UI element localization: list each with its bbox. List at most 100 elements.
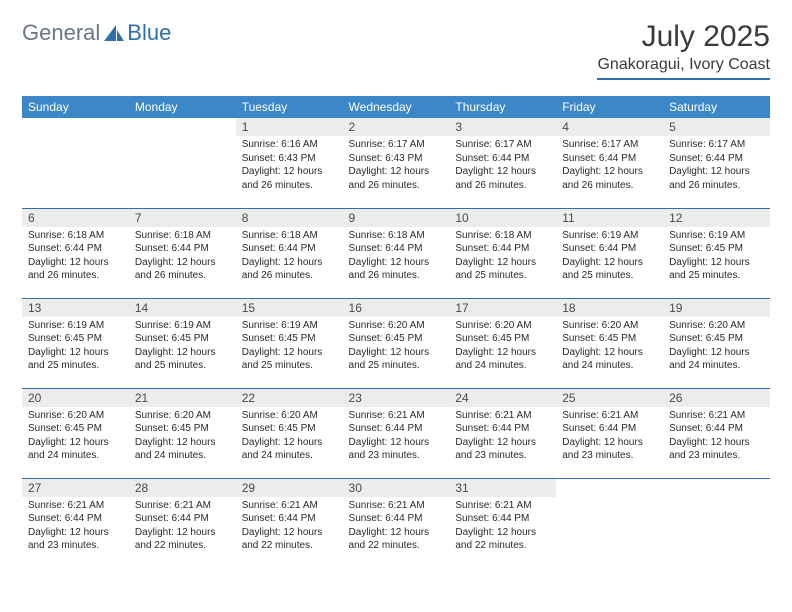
day-details: Sunrise: 6:20 AMSunset: 6:45 PMDaylight:… — [236, 407, 343, 469]
logo-text-blue: Blue — [127, 20, 171, 46]
weekday-header: Tuesday — [236, 96, 343, 118]
day-number: 28 — [129, 479, 236, 497]
day-number: 22 — [236, 389, 343, 407]
calendar-cell: 7Sunrise: 6:18 AMSunset: 6:44 PMDaylight… — [129, 208, 236, 298]
calendar-cell: 3Sunrise: 6:17 AMSunset: 6:44 PMDaylight… — [449, 118, 556, 208]
day-number: 19 — [663, 299, 770, 317]
day-number: 5 — [663, 118, 770, 136]
day-number: 16 — [343, 299, 450, 317]
day-details: Sunrise: 6:19 AMSunset: 6:45 PMDaylight:… — [663, 227, 770, 289]
day-details: Sunrise: 6:21 AMSunset: 6:44 PMDaylight:… — [449, 407, 556, 469]
calendar-cell: .. — [556, 478, 663, 568]
calendar-cell: 13Sunrise: 6:19 AMSunset: 6:45 PMDayligh… — [22, 298, 129, 388]
calendar-cell: 12Sunrise: 6:19 AMSunset: 6:45 PMDayligh… — [663, 208, 770, 298]
day-number: 14 — [129, 299, 236, 317]
day-details: Sunrise: 6:18 AMSunset: 6:44 PMDaylight:… — [449, 227, 556, 289]
day-details: Sunrise: 6:21 AMSunset: 6:44 PMDaylight:… — [129, 497, 236, 559]
calendar-row: 13Sunrise: 6:19 AMSunset: 6:45 PMDayligh… — [22, 298, 770, 388]
calendar-cell: 22Sunrise: 6:20 AMSunset: 6:45 PMDayligh… — [236, 388, 343, 478]
day-number: 21 — [129, 389, 236, 407]
day-number: 18 — [556, 299, 663, 317]
day-number: 23 — [343, 389, 450, 407]
day-details: Sunrise: 6:16 AMSunset: 6:43 PMDaylight:… — [236, 136, 343, 198]
day-number: 31 — [449, 479, 556, 497]
day-details: Sunrise: 6:18 AMSunset: 6:44 PMDaylight:… — [129, 227, 236, 289]
day-number: 11 — [556, 209, 663, 227]
calendar-cell: 5Sunrise: 6:17 AMSunset: 6:44 PMDaylight… — [663, 118, 770, 208]
calendar-cell: 26Sunrise: 6:21 AMSunset: 6:44 PMDayligh… — [663, 388, 770, 478]
day-details: Sunrise: 6:17 AMSunset: 6:44 PMDaylight:… — [556, 136, 663, 198]
day-number: 15 — [236, 299, 343, 317]
day-number: 9 — [343, 209, 450, 227]
day-number: 20 — [22, 389, 129, 407]
calendar-cell: 30Sunrise: 6:21 AMSunset: 6:44 PMDayligh… — [343, 478, 450, 568]
day-details: Sunrise: 6:21 AMSunset: 6:44 PMDaylight:… — [343, 407, 450, 469]
weekday-header: Sunday — [22, 96, 129, 118]
logo: General Blue — [22, 20, 171, 46]
day-number: 1 — [236, 118, 343, 136]
day-details: Sunrise: 6:19 AMSunset: 6:45 PMDaylight:… — [22, 317, 129, 379]
day-details: Sunrise: 6:17 AMSunset: 6:44 PMDaylight:… — [663, 136, 770, 198]
calendar-cell: 27Sunrise: 6:21 AMSunset: 6:44 PMDayligh… — [22, 478, 129, 568]
calendar-cell: 19Sunrise: 6:20 AMSunset: 6:45 PMDayligh… — [663, 298, 770, 388]
calendar-cell: 17Sunrise: 6:20 AMSunset: 6:45 PMDayligh… — [449, 298, 556, 388]
logo-sail-icon — [103, 24, 125, 42]
calendar-row: 20Sunrise: 6:20 AMSunset: 6:45 PMDayligh… — [22, 388, 770, 478]
day-number: 25 — [556, 389, 663, 407]
calendar-cell: 20Sunrise: 6:20 AMSunset: 6:45 PMDayligh… — [22, 388, 129, 478]
calendar-cell: 2Sunrise: 6:17 AMSunset: 6:43 PMDaylight… — [343, 118, 450, 208]
weekday-header: Monday — [129, 96, 236, 118]
day-details: Sunrise: 6:21 AMSunset: 6:44 PMDaylight:… — [449, 497, 556, 559]
day-details: Sunrise: 6:18 AMSunset: 6:44 PMDaylight:… — [22, 227, 129, 289]
day-details: Sunrise: 6:20 AMSunset: 6:45 PMDaylight:… — [449, 317, 556, 379]
title-block: July 2025 Gnakoragui, Ivory Coast — [597, 20, 770, 80]
day-details: Sunrise: 6:20 AMSunset: 6:45 PMDaylight:… — [22, 407, 129, 469]
calendar-cell: 18Sunrise: 6:20 AMSunset: 6:45 PMDayligh… — [556, 298, 663, 388]
day-details: Sunrise: 6:20 AMSunset: 6:45 PMDaylight:… — [663, 317, 770, 379]
weekday-header-row: Sunday Monday Tuesday Wednesday Thursday… — [22, 96, 770, 118]
logo-text-general: General — [22, 20, 100, 46]
weekday-header: Wednesday — [343, 96, 450, 118]
weekday-header: Thursday — [449, 96, 556, 118]
calendar-cell: .. — [663, 478, 770, 568]
day-number: 4 — [556, 118, 663, 136]
day-details: Sunrise: 6:21 AMSunset: 6:44 PMDaylight:… — [236, 497, 343, 559]
day-number: 12 — [663, 209, 770, 227]
day-number: 26 — [663, 389, 770, 407]
day-details: Sunrise: 6:19 AMSunset: 6:45 PMDaylight:… — [129, 317, 236, 379]
day-number: 6 — [22, 209, 129, 227]
calendar-cell: 9Sunrise: 6:18 AMSunset: 6:44 PMDaylight… — [343, 208, 450, 298]
calendar-cell: 28Sunrise: 6:21 AMSunset: 6:44 PMDayligh… — [129, 478, 236, 568]
calendar-cell: 16Sunrise: 6:20 AMSunset: 6:45 PMDayligh… — [343, 298, 450, 388]
calendar-cell: 15Sunrise: 6:19 AMSunset: 6:45 PMDayligh… — [236, 298, 343, 388]
day-details: Sunrise: 6:20 AMSunset: 6:45 PMDaylight:… — [129, 407, 236, 469]
day-details: Sunrise: 6:20 AMSunset: 6:45 PMDaylight:… — [343, 317, 450, 379]
calendar-cell: 4Sunrise: 6:17 AMSunset: 6:44 PMDaylight… — [556, 118, 663, 208]
day-details: Sunrise: 6:21 AMSunset: 6:44 PMDaylight:… — [22, 497, 129, 559]
calendar-cell: 1Sunrise: 6:16 AMSunset: 6:43 PMDaylight… — [236, 118, 343, 208]
day-number: 8 — [236, 209, 343, 227]
day-number: 24 — [449, 389, 556, 407]
weekday-header: Saturday — [663, 96, 770, 118]
calendar-cell: 29Sunrise: 6:21 AMSunset: 6:44 PMDayligh… — [236, 478, 343, 568]
calendar-cell: 14Sunrise: 6:19 AMSunset: 6:45 PMDayligh… — [129, 298, 236, 388]
calendar-cell: 10Sunrise: 6:18 AMSunset: 6:44 PMDayligh… — [449, 208, 556, 298]
calendar-cell: 11Sunrise: 6:19 AMSunset: 6:44 PMDayligh… — [556, 208, 663, 298]
calendar-cell: .. — [129, 118, 236, 208]
day-number: 27 — [22, 479, 129, 497]
month-title: July 2025 — [597, 20, 770, 54]
location-text: Gnakoragui, Ivory Coast — [597, 56, 770, 80]
day-number: 10 — [449, 209, 556, 227]
day-number: 30 — [343, 479, 450, 497]
day-details: Sunrise: 6:17 AMSunset: 6:43 PMDaylight:… — [343, 136, 450, 198]
day-number: 3 — [449, 118, 556, 136]
day-number: 17 — [449, 299, 556, 317]
day-number: 13 — [22, 299, 129, 317]
day-number: 2 — [343, 118, 450, 136]
day-details: Sunrise: 6:19 AMSunset: 6:45 PMDaylight:… — [236, 317, 343, 379]
calendar-cell: 31Sunrise: 6:21 AMSunset: 6:44 PMDayligh… — [449, 478, 556, 568]
calendar-cell: 25Sunrise: 6:21 AMSunset: 6:44 PMDayligh… — [556, 388, 663, 478]
day-details: Sunrise: 6:19 AMSunset: 6:44 PMDaylight:… — [556, 227, 663, 289]
day-details: Sunrise: 6:21 AMSunset: 6:44 PMDaylight:… — [556, 407, 663, 469]
calendar-row: 6Sunrise: 6:18 AMSunset: 6:44 PMDaylight… — [22, 208, 770, 298]
